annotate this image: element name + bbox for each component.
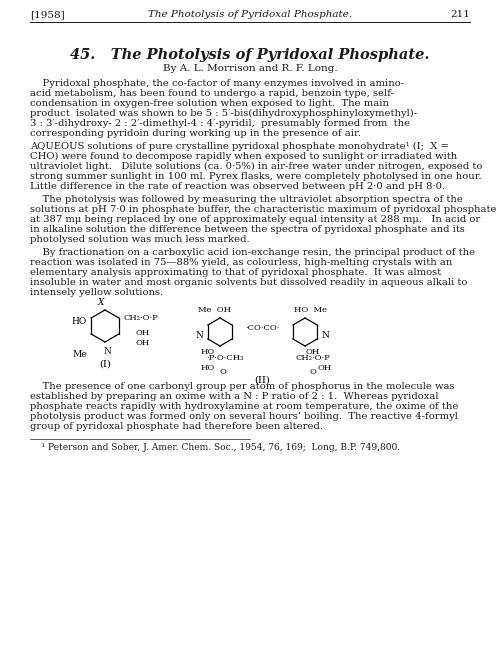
Text: The presence of one carbonyl group per atom of phosphorus in the molecule was: The presence of one carbonyl group per a… xyxy=(30,382,454,391)
Text: (II): (II) xyxy=(254,376,270,385)
Text: OH: OH xyxy=(305,348,320,356)
Text: photolysed solution was much less marked.: photolysed solution was much less marked… xyxy=(30,235,250,244)
Text: OH: OH xyxy=(318,364,332,372)
Text: By fractionation on a carboxylic acid ion-exchange resin, the principal product : By fractionation on a carboxylic acid io… xyxy=(30,248,475,257)
Text: The Photolysis of Pyridoxal Phosphate.: The Photolysis of Pyridoxal Phosphate. xyxy=(148,10,352,19)
Text: ·CO·CO·: ·CO·CO· xyxy=(245,324,279,332)
Text: By A. L. Morrison and R. F. Long.: By A. L. Morrison and R. F. Long. xyxy=(162,64,338,73)
Text: 45.   The Photolysis of Pyridoxal Phosphate.: 45. The Photolysis of Pyridoxal Phosphat… xyxy=(70,48,430,62)
Text: O: O xyxy=(220,368,226,376)
Text: corresponding pyridoin during working up in the presence of air.: corresponding pyridoin during working up… xyxy=(30,129,361,138)
Text: [1958]: [1958] xyxy=(30,10,65,19)
Text: product  isolated was shown to be 5 : 5′-bis(dihydroxyphosphinyloxymethyl)-: product isolated was shown to be 5 : 5′-… xyxy=(30,109,417,118)
Text: HO  Me: HO Me xyxy=(294,306,326,314)
Text: Pyridoxal phosphate, the co-factor of many enzymes involved in amino-: Pyridoxal phosphate, the co-factor of ma… xyxy=(30,79,404,88)
Text: strong summer sunlight in 100 ml. Pyrex flasks, were completely photolysed in on: strong summer sunlight in 100 ml. Pyrex … xyxy=(30,172,482,181)
Text: Little difference in the rate of reaction was observed between pH 2·0 and pH 8·0: Little difference in the rate of reactio… xyxy=(30,182,445,191)
Text: OH: OH xyxy=(136,339,150,347)
Text: HO: HO xyxy=(201,348,215,356)
Text: condensation in oxygen-free solution when exposed to light.  The main: condensation in oxygen-free solution whe… xyxy=(30,99,389,108)
Text: photolysis product was formed only on several hours’ boiling.  The reactive 4-fo: photolysis product was formed only on se… xyxy=(30,412,458,421)
Text: solutions at pH 7·0 in phosphate buffer, the characteristic maximum of pyridoxal: solutions at pH 7·0 in phosphate buffer,… xyxy=(30,205,496,214)
Text: reaction was isolated in 75—88% yield, as colourless, high-melting crystals with: reaction was isolated in 75—88% yield, a… xyxy=(30,258,452,267)
Text: in alkaline solution the difference between the spectra of pyridoxal phosphate a: in alkaline solution the difference betw… xyxy=(30,225,465,234)
Text: Me: Me xyxy=(72,350,87,359)
Text: CH₂·O·P: CH₂·O·P xyxy=(123,314,158,322)
Text: ultraviolet light.   Dilute solutions (ca. 0·5%) in air-free water under nitroge: ultraviolet light. Dilute solutions (ca.… xyxy=(30,162,482,171)
Text: N: N xyxy=(103,347,111,356)
Text: HO: HO xyxy=(201,364,215,372)
Text: N: N xyxy=(195,331,203,341)
Text: intensely yellow solutions.: intensely yellow solutions. xyxy=(30,288,163,297)
Text: Me  OH: Me OH xyxy=(198,306,232,314)
Text: O: O xyxy=(310,368,316,376)
Text: elementary analysis approximating to that of pyridoxal phosphate.  It was almost: elementary analysis approximating to tha… xyxy=(30,268,441,277)
Text: (I): (I) xyxy=(99,360,111,369)
Text: OH: OH xyxy=(136,329,150,337)
Text: 3 : 3′-dihydroxy- 2 : 2′-dimethyl-4 : 4′-pyridil,  presumably formed from  the: 3 : 3′-dihydroxy- 2 : 2′-dimethyl-4 : 4′… xyxy=(30,119,410,128)
Text: CHO) were found to decompose rapidly when exposed to sunlight or irradiated with: CHO) were found to decompose rapidly whe… xyxy=(30,152,457,161)
Text: The photolysis was followed by measuring the ultraviolet absorption spectra of t: The photolysis was followed by measuring… xyxy=(30,195,463,204)
Text: 211: 211 xyxy=(450,10,470,19)
Text: CH₂·O·P: CH₂·O·P xyxy=(296,354,330,362)
Text: group of pyridoxal phosphate had therefore been altered.: group of pyridoxal phosphate had therefo… xyxy=(30,422,323,431)
Text: acid metabolism, has been found to undergo a rapid, benzoin type, self-: acid metabolism, has been found to under… xyxy=(30,89,394,98)
Text: X: X xyxy=(98,298,104,307)
Text: ¹ Peterson and Sober, J. Amer. Chem. Soc., 1954, 76, 169;  Long, B.P. 749,800.: ¹ Peterson and Sober, J. Amer. Chem. Soc… xyxy=(30,443,400,452)
Text: N: N xyxy=(322,331,330,341)
Text: phosphate reacts rapidly with hydroxylamine at room temperature, the oxime of th: phosphate reacts rapidly with hydroxylam… xyxy=(30,402,458,411)
Text: AQUEOUS solutions of pure crystalline pyridoxal phosphate monohydrate¹ (I;  X =: AQUEOUS solutions of pure crystalline py… xyxy=(30,142,449,151)
Text: at 387 mμ being replaced by one of approximately equal intensity at 288 mμ.   In: at 387 mμ being replaced by one of appro… xyxy=(30,215,480,224)
Text: insoluble in water and most organic solvents but dissolved readily in aqueous al: insoluble in water and most organic solv… xyxy=(30,278,468,287)
Text: established by preparing an oxime with a N : P ratio of 2 : 1.  Whereas pyridoxa: established by preparing an oxime with a… xyxy=(30,392,438,401)
Text: HO: HO xyxy=(71,318,86,326)
Text: ·P·O·CH₃: ·P·O·CH₃ xyxy=(206,354,244,362)
